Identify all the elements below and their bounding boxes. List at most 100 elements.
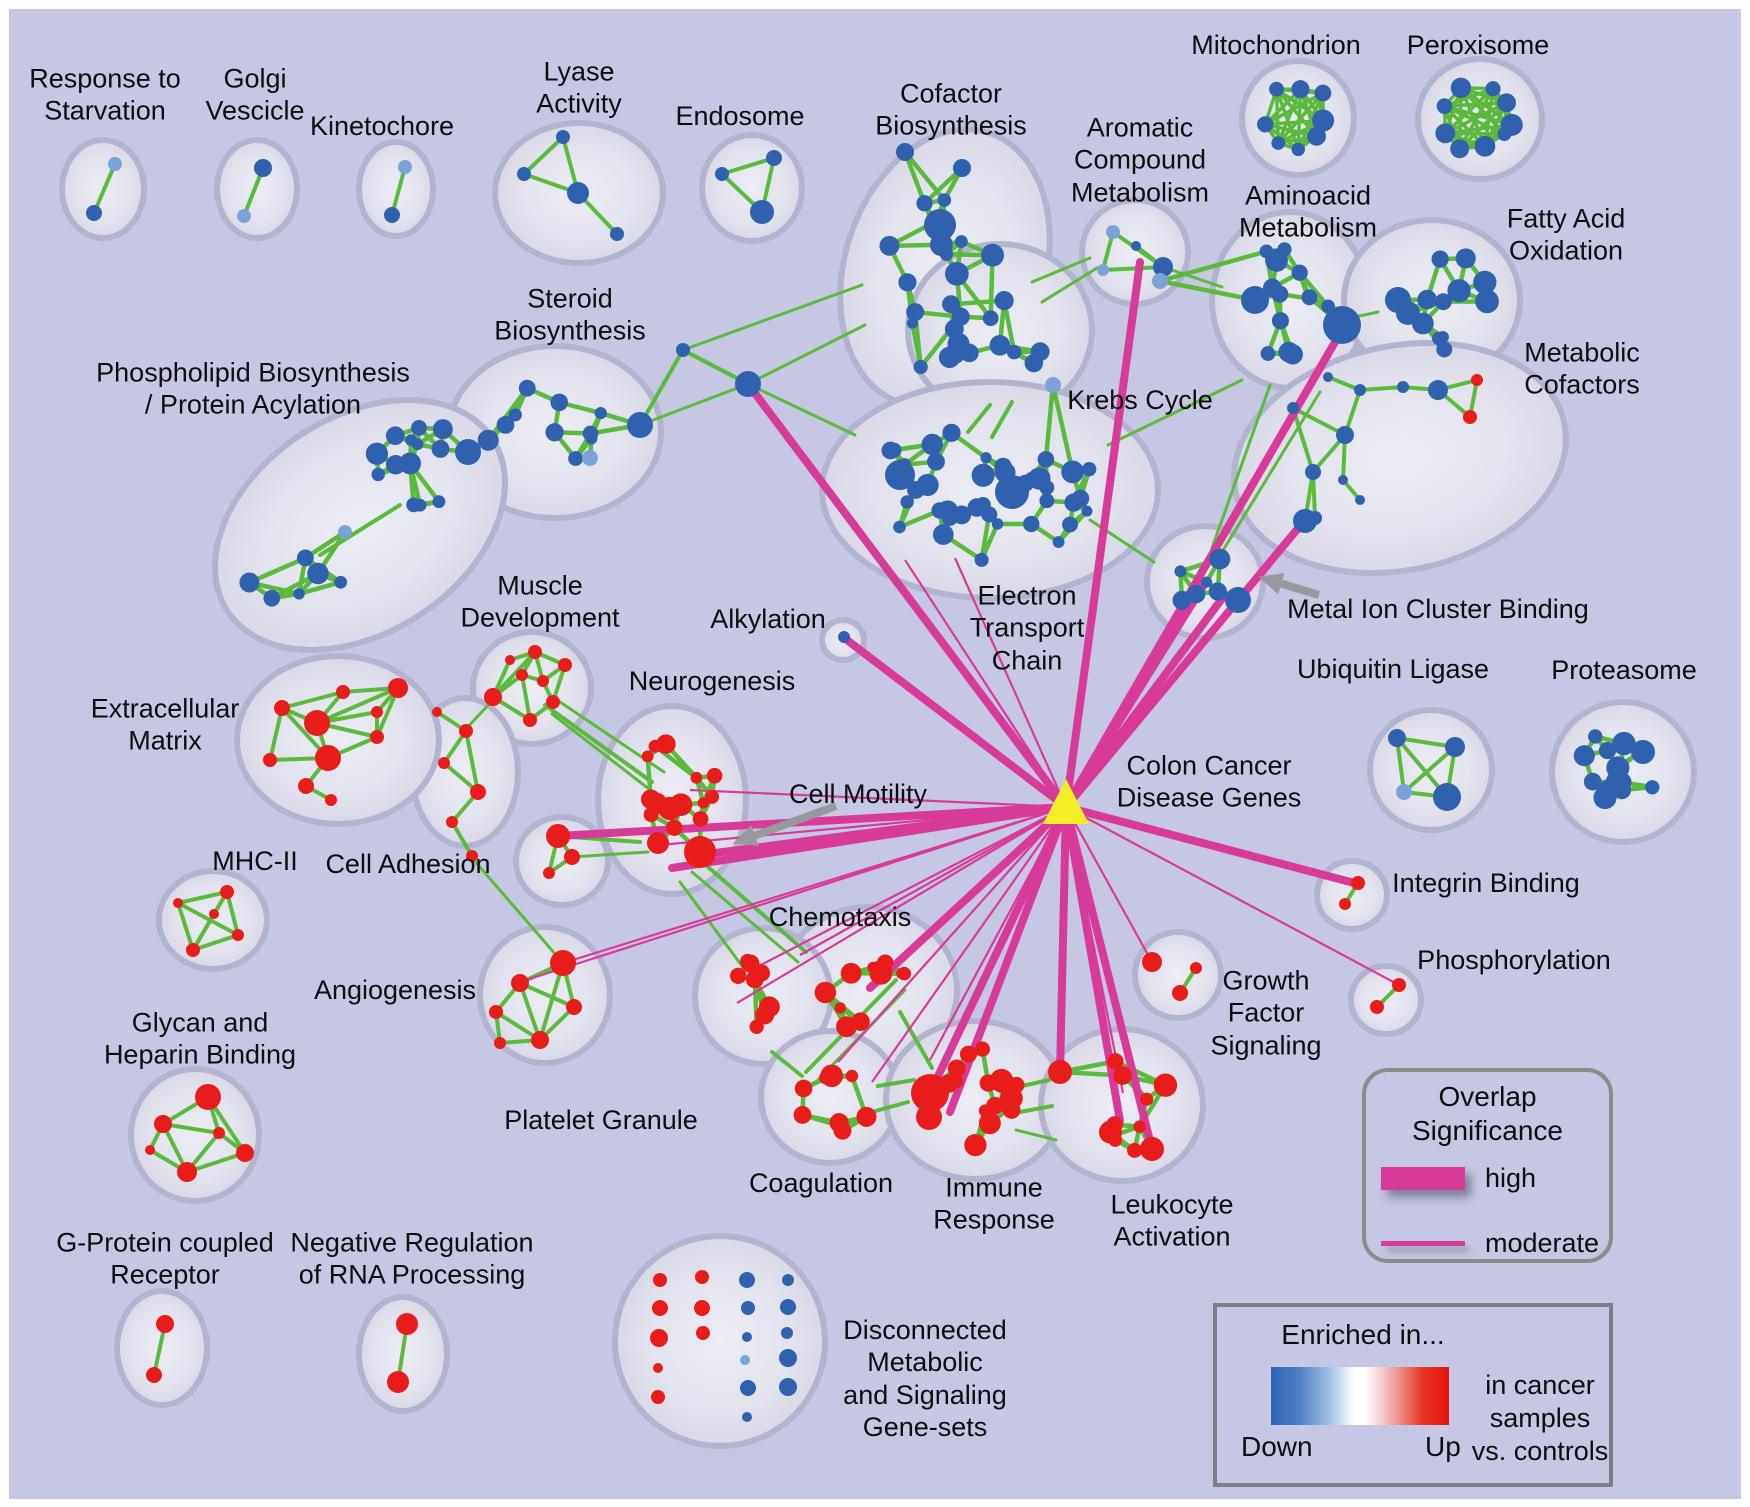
gene-set-node[interactable] bbox=[838, 631, 850, 643]
gene-set-node[interactable] bbox=[1351, 876, 1365, 890]
gene-set-node[interactable] bbox=[881, 441, 900, 460]
gene-set-node[interactable] bbox=[950, 1074, 964, 1088]
gene-set-node[interactable] bbox=[898, 273, 917, 292]
gene-set-node[interactable] bbox=[1355, 495, 1365, 505]
gene-set-node[interactable] bbox=[1497, 93, 1516, 113]
gene-set-node[interactable] bbox=[916, 195, 933, 212]
gene-set-node[interactable] bbox=[385, 426, 405, 446]
gene-set-node[interactable] bbox=[1153, 257, 1173, 277]
gene-set-node[interactable] bbox=[146, 1367, 162, 1383]
gene-set-node[interactable] bbox=[885, 460, 915, 490]
gene-set-node[interactable] bbox=[145, 1145, 155, 1155]
gene-set-node[interactable] bbox=[1411, 312, 1434, 335]
gene-set-node[interactable] bbox=[1133, 1120, 1146, 1133]
gene-set-node[interactable] bbox=[1612, 731, 1636, 756]
gene-set-node[interactable] bbox=[900, 495, 914, 509]
gene-set-node[interactable] bbox=[108, 157, 122, 171]
gene-set-node[interactable] bbox=[740, 1355, 750, 1365]
gene-set-node[interactable] bbox=[1172, 985, 1188, 1001]
gene-set-node[interactable] bbox=[694, 1300, 710, 1316]
gene-set-node[interactable] bbox=[236, 1144, 254, 1162]
gene-set-node[interactable] bbox=[916, 473, 939, 497]
gene-set-node[interactable] bbox=[459, 724, 473, 738]
gene-set-node[interactable] bbox=[766, 150, 782, 166]
gene-set-node[interactable] bbox=[1445, 737, 1465, 757]
gene-set-node[interactable] bbox=[432, 707, 442, 717]
gene-set-node[interactable] bbox=[411, 419, 427, 436]
gene-set-node[interactable] bbox=[989, 1068, 1014, 1093]
gene-set-node[interactable] bbox=[779, 1349, 797, 1367]
gene-set-node[interactable] bbox=[1062, 516, 1078, 533]
gene-set-node[interactable] bbox=[656, 734, 676, 754]
gene-set-node[interactable] bbox=[370, 730, 384, 744]
gene-set-node[interactable] bbox=[869, 961, 893, 985]
gene-set-node[interactable] bbox=[780, 1299, 796, 1315]
gene-set-node[interactable] bbox=[455, 439, 481, 465]
gene-set-node[interactable] bbox=[1260, 346, 1276, 361]
gene-set-node[interactable] bbox=[582, 425, 599, 442]
gene-set-node[interactable] bbox=[173, 898, 183, 908]
gene-set-node[interactable] bbox=[263, 589, 281, 607]
gene-set-node[interactable] bbox=[567, 182, 589, 204]
gene-set-node[interactable] bbox=[432, 419, 453, 440]
gene-set-node[interactable] bbox=[706, 767, 723, 784]
gene-set-node[interactable] bbox=[1338, 475, 1348, 485]
gene-set-node[interactable] bbox=[782, 1274, 794, 1286]
gene-set-node[interactable] bbox=[1127, 1142, 1143, 1158]
gene-set-node[interactable] bbox=[86, 205, 102, 221]
gene-set-node[interactable] bbox=[1064, 493, 1083, 512]
gene-set-node[interactable] bbox=[1269, 81, 1284, 97]
gene-set-node[interactable] bbox=[893, 520, 906, 534]
gene-set-node[interactable] bbox=[466, 850, 478, 862]
gene-set-node[interactable] bbox=[1023, 515, 1040, 533]
gene-set-node[interactable] bbox=[653, 1273, 667, 1287]
gene-set-node[interactable] bbox=[446, 816, 458, 828]
gene-set-node[interactable] bbox=[1436, 98, 1453, 115]
gene-set-node[interactable] bbox=[1142, 952, 1162, 972]
gene-set-node[interactable] bbox=[1354, 384, 1366, 396]
gene-set-node[interactable] bbox=[508, 408, 522, 422]
gene-set-node[interactable] bbox=[1463, 410, 1477, 424]
gene-set-node[interactable] bbox=[431, 440, 450, 458]
gene-set-node[interactable] bbox=[781, 1327, 793, 1339]
gene-set-node[interactable] bbox=[641, 750, 654, 763]
gene-set-node[interactable] bbox=[779, 1378, 797, 1396]
gene-set-node[interactable] bbox=[840, 962, 862, 984]
gene-set-node[interactable] bbox=[942, 295, 961, 314]
gene-set-node[interactable] bbox=[1097, 264, 1109, 276]
gene-set-node[interactable] bbox=[195, 1084, 221, 1110]
gene-set-node[interactable] bbox=[982, 310, 999, 327]
gene-set-node[interactable] bbox=[742, 1332, 752, 1342]
gene-set-node[interactable] bbox=[1291, 264, 1308, 281]
gene-set-node[interactable] bbox=[980, 452, 992, 464]
gene-set-node[interactable] bbox=[937, 500, 958, 521]
gene-set-node[interactable] bbox=[942, 423, 961, 442]
gene-set-node[interactable] bbox=[959, 1045, 978, 1063]
gene-set-node[interactable] bbox=[1140, 1137, 1164, 1161]
gene-set-node[interactable] bbox=[477, 429, 499, 451]
gene-set-node[interactable] bbox=[1008, 1076, 1025, 1093]
gene-set-node[interactable] bbox=[546, 824, 570, 848]
gene-set-node[interactable] bbox=[1436, 341, 1453, 358]
gene-set-node[interactable] bbox=[411, 438, 424, 451]
gene-set-node[interactable] bbox=[742, 1412, 752, 1422]
gene-set-node[interactable] bbox=[385, 454, 406, 475]
gene-set-node[interactable] bbox=[1593, 786, 1617, 810]
gene-set-node[interactable] bbox=[399, 452, 421, 475]
gene-set-node[interactable] bbox=[953, 159, 971, 177]
gene-set-node[interactable] bbox=[1225, 587, 1251, 613]
gene-set-node[interactable] bbox=[939, 247, 954, 261]
gene-set-node[interactable] bbox=[1385, 287, 1411, 313]
gene-set-node[interactable] bbox=[896, 968, 908, 980]
gene-set-node[interactable] bbox=[1082, 462, 1097, 477]
gene-set-node[interactable] bbox=[220, 885, 234, 899]
gene-set-node[interactable] bbox=[1282, 344, 1303, 365]
gene-set-node[interactable] bbox=[1431, 250, 1449, 268]
gene-set-node[interactable] bbox=[545, 423, 564, 442]
gene-set-node[interactable] bbox=[307, 562, 329, 585]
gene-set-node[interactable] bbox=[566, 999, 582, 1015]
gene-set-node[interactable] bbox=[695, 1270, 709, 1284]
gene-set-node[interactable] bbox=[696, 1326, 710, 1340]
gene-set-node[interactable] bbox=[814, 981, 837, 1004]
gene-set-node[interactable] bbox=[1434, 293, 1452, 311]
